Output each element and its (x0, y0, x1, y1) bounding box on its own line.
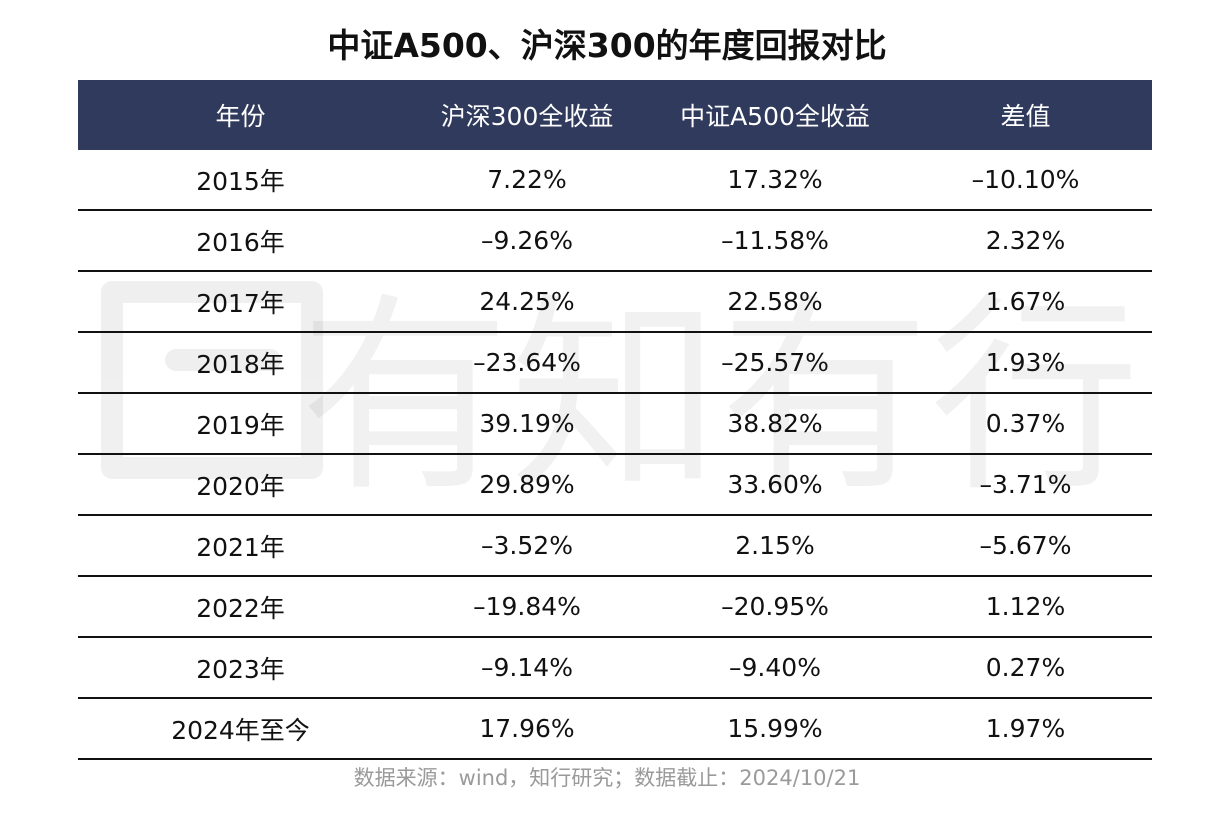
cell-year: 2018年 (196, 349, 285, 379)
cell-a500: 38.82% (727, 409, 823, 438)
cell-year: 2020年 (196, 471, 285, 501)
cell-diff: –3.71% (979, 470, 1072, 499)
cell-diff: –10.10% (971, 165, 1080, 194)
data-source-note: 数据来源：wind，知行研究；数据截止：2024/10/21 (353, 766, 861, 790)
table-row: 2019年 39.19% 38.82% 0.37% (78, 394, 1152, 455)
cell-hs300: –23.64% (473, 348, 581, 377)
cell-a500: –11.58% (721, 226, 829, 255)
table-row: 2015年 7.22% 17.32% –10.10% (78, 150, 1152, 211)
table-row: 2024年至今 17.96% 15.99% 1.97% (78, 699, 1152, 760)
table-row: 2016年 –9.26% –11.58% 2.32% (78, 211, 1152, 272)
returns-table: 年份 沪深300全收益 中证A500全收益 差值 2015年 7.22% 17.… (78, 80, 1152, 760)
table-row: 2018年 –23.64% –25.57% 1.93% (78, 333, 1152, 394)
table-row: 2017年 24.25% 22.58% 1.67% (78, 272, 1152, 333)
table-row: 2023年 –9.14% –9.40% 0.27% (78, 638, 1152, 699)
cell-year: 2024年至今 (171, 715, 310, 745)
header-diff: 差值 (1000, 102, 1051, 131)
cell-a500: 33.60% (727, 470, 823, 499)
cell-year: 2015年 (196, 166, 285, 196)
cell-diff: 1.12% (985, 592, 1066, 621)
cell-a500: –20.95% (721, 592, 829, 621)
cell-diff: 1.93% (985, 348, 1066, 377)
cell-a500: 2.15% (735, 531, 815, 560)
chart-title: 中证A500、沪深300的年度回报对比 (327, 26, 887, 65)
cell-a500: –25.57% (721, 348, 829, 377)
cell-hs300: 24.25% (479, 287, 575, 316)
cell-diff: 0.27% (985, 653, 1066, 682)
cell-hs300: –9.14% (481, 653, 573, 682)
cell-year: 2019年 (196, 410, 285, 440)
cell-year: 2022年 (196, 593, 285, 623)
header-year: 年份 (215, 102, 266, 131)
cell-hs300: –9.26% (481, 226, 573, 255)
cell-hs300: 17.96% (479, 714, 575, 743)
table-row: 2021年 –3.52% 2.15% –5.67% (78, 516, 1152, 577)
cell-diff: 1.67% (985, 287, 1066, 316)
cell-a500: 17.32% (727, 165, 823, 194)
header-hs300: 沪深300全收益 (440, 102, 614, 131)
cell-diff: 0.37% (985, 409, 1066, 438)
cell-year: 2016年 (196, 227, 285, 257)
cell-hs300: –3.52% (481, 531, 573, 560)
cell-a500: 22.58% (727, 287, 823, 316)
table-row: 2020年 29.89% 33.60% –3.71% (78, 455, 1152, 516)
cell-hs300: 7.22% (487, 165, 567, 194)
cell-diff: –5.67% (979, 531, 1072, 560)
cell-hs300: 39.19% (479, 409, 575, 438)
cell-a500: –9.40% (729, 653, 821, 682)
cell-diff: 1.97% (985, 714, 1066, 743)
cell-hs300: 29.89% (479, 470, 575, 499)
cell-diff: 2.32% (985, 226, 1066, 255)
header-a500: 中证A500全收益 (680, 102, 870, 131)
table-header: 年份 沪深300全收益 中证A500全收益 差值 (78, 80, 1152, 150)
cell-hs300: –19.84% (473, 592, 581, 621)
table-row: 2022年 –19.84% –20.95% 1.12% (78, 577, 1152, 638)
cell-year: 2017年 (196, 288, 285, 318)
cell-year: 2023年 (196, 654, 285, 684)
cell-year: 2021年 (196, 532, 285, 562)
cell-a500: 15.99% (727, 714, 823, 743)
